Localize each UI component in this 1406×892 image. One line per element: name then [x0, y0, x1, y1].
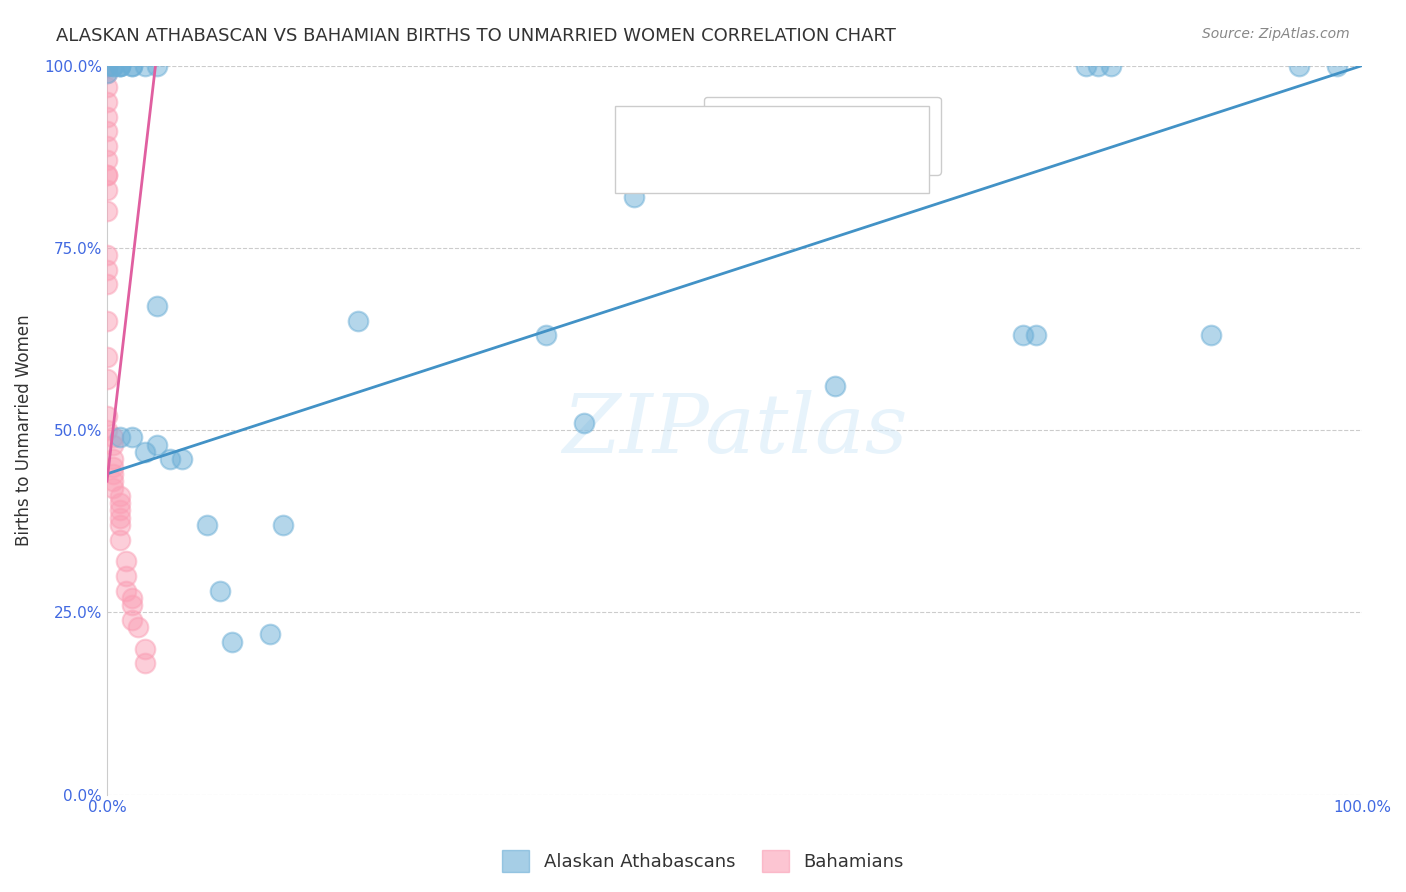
- Point: [103, 438, 125, 452]
- Point: [108, 59, 131, 73]
- Point: [96, 153, 118, 168]
- Point: [195, 517, 218, 532]
- Point: [114, 569, 136, 583]
- Point: [103, 467, 125, 481]
- Point: [134, 445, 156, 459]
- Point: [108, 59, 131, 73]
- Point: [134, 641, 156, 656]
- Point: [1012, 328, 1035, 343]
- Point: [103, 430, 125, 444]
- Point: [259, 627, 281, 641]
- Point: [108, 510, 131, 524]
- Point: [96, 59, 118, 73]
- Point: [347, 314, 370, 328]
- Point: [96, 59, 118, 73]
- Point: [121, 591, 143, 605]
- Point: [96, 95, 118, 109]
- Point: [103, 59, 125, 73]
- Point: [108, 496, 131, 510]
- Point: [96, 204, 118, 219]
- Point: [96, 80, 118, 95]
- Point: [96, 423, 118, 437]
- Point: [96, 409, 118, 423]
- Point: [96, 110, 118, 124]
- Text: Source: ZipAtlas.com: Source: ZipAtlas.com: [1202, 27, 1350, 41]
- Point: [824, 379, 846, 393]
- Point: [221, 634, 243, 648]
- Point: [96, 59, 118, 73]
- Point: [134, 59, 156, 73]
- Point: [96, 314, 118, 328]
- Point: [146, 299, 169, 313]
- Point: [96, 248, 118, 262]
- Point: [96, 168, 118, 182]
- Point: [103, 459, 125, 474]
- Point: [108, 517, 131, 532]
- Point: [96, 59, 118, 73]
- Point: [96, 59, 118, 73]
- Point: [114, 554, 136, 568]
- Point: [1087, 59, 1109, 73]
- Point: [108, 430, 131, 444]
- Point: [623, 190, 645, 204]
- Point: [96, 182, 118, 196]
- Point: [146, 438, 169, 452]
- Point: [103, 59, 125, 73]
- Point: [172, 452, 194, 467]
- Point: [127, 620, 149, 634]
- Point: [103, 474, 125, 488]
- Point: [96, 59, 118, 73]
- Point: [1025, 328, 1047, 343]
- Point: [114, 583, 136, 598]
- Point: [108, 489, 131, 503]
- Point: [208, 583, 231, 598]
- Point: [159, 452, 181, 467]
- Point: [96, 59, 118, 73]
- Point: [1201, 328, 1223, 343]
- Point: [121, 59, 143, 73]
- Point: [96, 59, 118, 73]
- Point: [536, 328, 558, 343]
- Point: [96, 59, 118, 73]
- Point: [96, 372, 118, 386]
- Point: [108, 59, 131, 73]
- Text: ZIPatlas: ZIPatlas: [562, 390, 907, 470]
- Point: [96, 350, 118, 364]
- Point: [121, 430, 143, 444]
- Point: [1099, 59, 1122, 73]
- Point: [121, 598, 143, 612]
- Point: [1326, 59, 1348, 73]
- Y-axis label: Births to Unmarried Women: Births to Unmarried Women: [15, 314, 32, 546]
- Legend: Alaskan Athabascans, Bahamians: Alaskan Athabascans, Bahamians: [495, 843, 911, 880]
- FancyBboxPatch shape: [616, 105, 929, 194]
- Point: [1288, 59, 1310, 73]
- Point: [96, 59, 118, 73]
- Point: [96, 277, 118, 292]
- Point: [108, 533, 131, 547]
- Point: [572, 416, 595, 430]
- Point: [96, 66, 118, 80]
- Point: [96, 124, 118, 138]
- Point: [121, 59, 143, 73]
- Point: [96, 138, 118, 153]
- Point: [96, 66, 118, 80]
- Point: [96, 168, 118, 182]
- Point: [96, 262, 118, 277]
- Point: [121, 613, 143, 627]
- Point: [134, 657, 156, 671]
- Point: [103, 452, 125, 467]
- Point: [146, 59, 169, 73]
- Point: [108, 503, 131, 517]
- Point: [271, 517, 294, 532]
- Point: [1074, 59, 1097, 73]
- Text: ALASKAN ATHABASCAN VS BAHAMIAN BIRTHS TO UNMARRIED WOMEN CORRELATION CHART: ALASKAN ATHABASCAN VS BAHAMIAN BIRTHS TO…: [56, 27, 896, 45]
- Point: [103, 482, 125, 496]
- Point: [96, 59, 118, 73]
- Legend: R = 0.649   N = 36, R = 0.620   N = 51: R = 0.649 N = 36, R = 0.620 N = 51: [703, 96, 941, 175]
